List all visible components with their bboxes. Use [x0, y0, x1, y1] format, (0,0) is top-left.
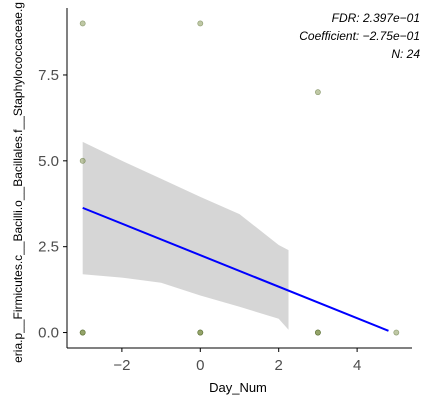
y-axis-label: eria.p__Firmicutes.c__Bacilli.o__Bacilla…: [11, 2, 25, 363]
y-tick-label: 2.5: [38, 239, 59, 256]
regression-line: [82, 206, 389, 332]
fit-line-layer: [82, 206, 389, 332]
points-layer: [79, 20, 400, 336]
annotation-coefficient: Coefficient: −2.75e−01: [299, 29, 420, 43]
annotation-fdr: FDR: 2.397e−01: [332, 11, 420, 25]
x-tick-label: 0: [196, 357, 204, 374]
data-point: [197, 20, 204, 27]
x-axis-label: Day_Num: [209, 380, 267, 395]
y-tick-label: 5.0: [38, 153, 59, 170]
y-tick-label: 7.5: [38, 67, 59, 84]
data-point: [315, 89, 321, 96]
data-point: [79, 329, 86, 336]
axes-layer: [66, 8, 412, 349]
data-point: [79, 20, 86, 27]
x-tick-label: 2: [275, 357, 283, 374]
x-tick-label: −2: [113, 357, 130, 374]
data-point: [393, 329, 400, 336]
data-point: [315, 329, 321, 336]
annotation-n: N: 24: [391, 47, 420, 61]
x-tick-label: 4: [353, 357, 361, 374]
y-tick-label: 0.0: [38, 325, 59, 342]
confidence-band-layer: [82, 141, 289, 330]
confidence-band: [82, 141, 289, 330]
ticks-layer: −2 0 2 4 0.0 2.5 5.0 7.5: [38, 67, 361, 374]
data-point: [197, 329, 204, 336]
data-point: [79, 157, 86, 164]
